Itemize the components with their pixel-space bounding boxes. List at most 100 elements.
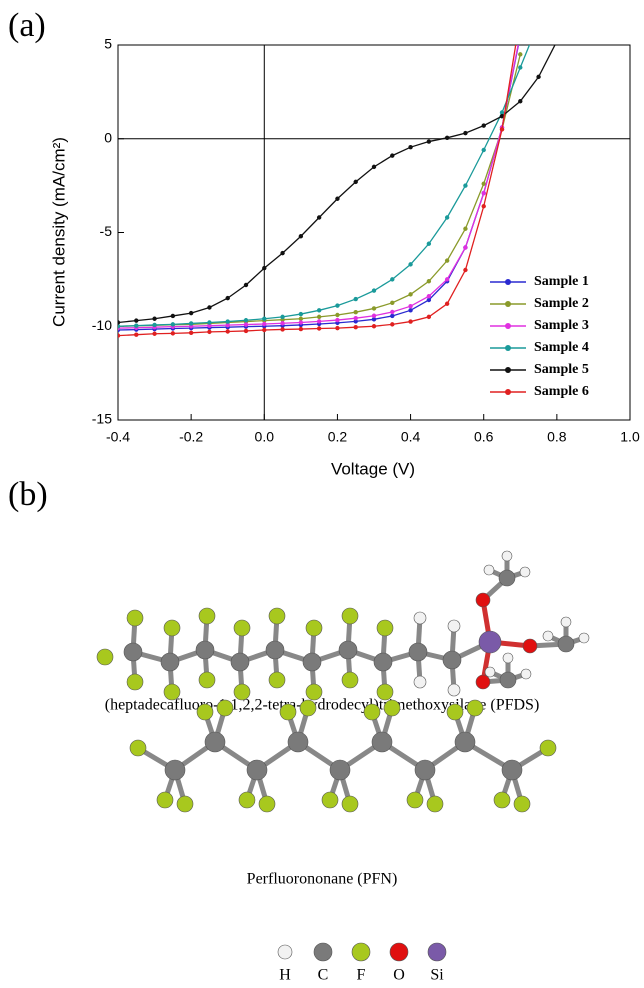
atom	[130, 740, 146, 756]
atom-label: C	[318, 967, 329, 984]
data-point	[427, 279, 431, 283]
x-tick-label: -0.4	[106, 429, 130, 445]
data-point	[335, 318, 339, 322]
data-point	[226, 329, 230, 333]
atom	[269, 672, 285, 688]
data-point	[518, 33, 522, 37]
data-point	[354, 297, 358, 301]
data-point	[189, 311, 193, 315]
data-point	[152, 323, 156, 327]
series-line	[118, 36, 520, 330]
data-point	[427, 242, 431, 246]
data-point	[518, 65, 522, 69]
data-point	[226, 296, 230, 300]
data-point	[299, 312, 303, 316]
atom	[476, 593, 490, 607]
data-point	[427, 294, 431, 298]
data-point	[116, 324, 120, 328]
data-point	[354, 325, 358, 329]
y-tick-label: -15	[92, 411, 112, 427]
data-point	[354, 180, 358, 184]
atom	[427, 796, 443, 812]
y-axis-title: Current density (mA/cm²)	[49, 137, 68, 327]
data-point	[262, 266, 266, 270]
atom	[339, 641, 357, 659]
data-point	[482, 148, 486, 152]
atom	[127, 610, 143, 626]
data-point	[207, 320, 211, 324]
atom	[330, 760, 350, 780]
atom	[514, 796, 530, 812]
atom	[280, 704, 296, 720]
atom	[161, 653, 179, 671]
data-point	[427, 298, 431, 302]
x-tick-label: 1.0	[620, 429, 640, 445]
atom	[447, 704, 463, 720]
data-point	[408, 292, 412, 296]
data-point	[317, 326, 321, 330]
data-point	[280, 321, 284, 325]
atom	[342, 608, 358, 624]
legend-atom	[352, 943, 370, 961]
data-point	[299, 320, 303, 324]
page: {"panel_labels": ["(a)", "(b)"], "chart_…	[0, 0, 644, 988]
data-point	[207, 330, 211, 334]
plot-area	[116, 15, 559, 338]
data-point	[335, 303, 339, 307]
x-tick-label: -0.2	[179, 429, 203, 445]
x-axis-title: Voltage (V)	[331, 459, 415, 478]
legend-marker	[505, 301, 511, 307]
data-point	[171, 331, 175, 335]
atom	[205, 732, 225, 752]
data-point	[299, 234, 303, 238]
atom	[503, 653, 513, 663]
atom	[558, 636, 574, 652]
atom	[234, 684, 250, 700]
data-point	[390, 277, 394, 281]
panel-label: (a)	[8, 7, 46, 44]
atom	[247, 760, 267, 780]
figure: (a) (b) Voltage (V) Current density (mA/…	[0, 0, 644, 988]
atom	[342, 796, 358, 812]
data-point	[518, 52, 522, 56]
atom	[239, 792, 255, 808]
atom	[157, 792, 173, 808]
atom	[521, 669, 531, 679]
data-point	[317, 308, 321, 312]
data-point	[280, 251, 284, 255]
legend-marker	[505, 389, 511, 395]
atom	[414, 612, 426, 624]
data-point	[354, 316, 358, 320]
atom	[377, 620, 393, 636]
data-point	[427, 315, 431, 319]
data-point	[445, 258, 449, 262]
data-point	[482, 123, 486, 127]
atom	[199, 672, 215, 688]
atom	[448, 684, 460, 696]
data-point	[116, 333, 120, 337]
atom	[485, 667, 495, 677]
molecule-caption: Perfluorononane (PFN)	[247, 871, 398, 888]
y-tick-label: -10	[92, 317, 112, 333]
legend-marker	[505, 323, 511, 329]
data-point	[372, 306, 376, 310]
atom	[97, 649, 113, 665]
data-point	[408, 308, 412, 312]
atom-label: Si	[430, 967, 444, 984]
data-point	[152, 332, 156, 336]
data-point	[335, 326, 339, 330]
data-point	[463, 268, 467, 272]
data-point	[171, 314, 175, 318]
atom	[199, 608, 215, 624]
data-point	[463, 227, 467, 231]
legend-label: Sample 2	[534, 296, 589, 311]
atom	[502, 551, 512, 561]
atom	[177, 796, 193, 812]
data-point	[463, 131, 467, 135]
atom	[579, 633, 589, 643]
x-tick-label: 0.2	[328, 429, 348, 445]
legend-atom	[278, 945, 292, 959]
data-point	[500, 110, 504, 114]
data-point	[207, 305, 211, 309]
atom	[165, 760, 185, 780]
